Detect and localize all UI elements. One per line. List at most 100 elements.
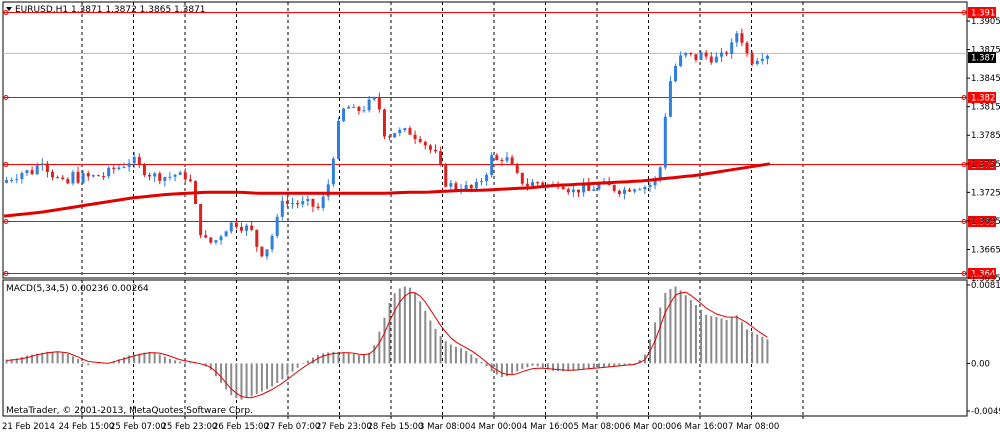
candle-body <box>745 42 749 54</box>
candle-body <box>704 52 708 57</box>
candle-body <box>709 56 713 63</box>
candle-body <box>689 52 693 55</box>
level-line-anchor[interactable] <box>961 271 967 276</box>
candle-body <box>107 167 111 177</box>
candle-body <box>679 55 683 66</box>
level-price-tag <box>968 216 996 227</box>
time-tick-label: 5 Mar 08:00 <box>574 422 625 432</box>
candle-body <box>183 172 187 180</box>
horizontal-lines[interactable]: 1.3915 1.3825 1.3755 1.3695 1.3640 <box>3 7 1000 280</box>
candle-body <box>382 109 386 137</box>
candle-body <box>750 53 754 65</box>
level-price-label: 1.3915 <box>971 9 1000 19</box>
candle-body <box>633 189 637 192</box>
candles <box>5 28 769 260</box>
candle-body <box>582 183 586 193</box>
candle-body <box>102 176 106 178</box>
candle-body <box>377 97 381 110</box>
candle-body <box>495 155 499 161</box>
candle-body <box>541 182 545 186</box>
candle-body <box>260 246 264 257</box>
candle-body <box>449 183 453 187</box>
candle-body <box>56 177 60 179</box>
candle-body <box>342 108 346 121</box>
candle-body <box>76 172 80 183</box>
candle-body <box>536 182 540 184</box>
candle-body <box>352 106 356 108</box>
price-tick-label: 1.3755 <box>971 160 1000 170</box>
time-tick-label: 28 Feb 15:00 <box>368 422 424 432</box>
candle-body <box>280 200 284 217</box>
candle-body <box>372 97 376 100</box>
level-price-tag <box>968 92 996 103</box>
candle-body <box>597 183 601 190</box>
candle-body <box>199 203 203 236</box>
level-line-anchor[interactable] <box>3 219 9 224</box>
candle-body <box>35 165 39 175</box>
candle-body <box>209 237 213 243</box>
candle-body <box>474 181 478 189</box>
level-line-anchor[interactable] <box>3 271 9 276</box>
candle-body <box>158 173 162 181</box>
time-tick-label: 4 Mar 00:00 <box>471 422 522 432</box>
candle-body <box>367 99 371 111</box>
level-price-label: 1.3640 <box>971 270 1000 280</box>
candle-body <box>61 177 65 180</box>
candle-body <box>454 183 458 191</box>
candle-body <box>714 56 718 63</box>
price-tick-label: 1.3665 <box>971 245 1000 255</box>
candle-body <box>40 163 44 166</box>
candle-body <box>423 141 427 146</box>
candle-body <box>408 128 412 135</box>
price-scale: 1.3905 1.3875 1.3845 1.3815 1.3785 1.3755 1.37… <box>967 17 1000 417</box>
candle-body <box>204 235 208 238</box>
candle-body <box>479 181 483 183</box>
level-line-anchor[interactable] <box>3 10 9 15</box>
candle-body <box>571 189 575 193</box>
candle-body <box>219 236 223 241</box>
level-line-anchor[interactable] <box>961 219 967 224</box>
time-tick-label: 21 Feb 2014 <box>2 422 55 432</box>
candle-body <box>45 163 49 172</box>
level-line-anchor[interactable] <box>961 162 967 167</box>
level-line-anchor[interactable] <box>961 95 967 100</box>
candle-body <box>561 186 565 190</box>
candle-body <box>694 54 698 60</box>
candle-body <box>531 182 535 186</box>
candle-body <box>469 184 473 189</box>
level-price-tag <box>968 159 996 170</box>
level-line-anchor[interactable] <box>3 95 9 100</box>
dropdown-arrow-icon[interactable] <box>6 7 12 11</box>
macd-pane[interactable] <box>2 279 968 417</box>
level-line-anchor[interactable] <box>3 162 9 167</box>
candle-body <box>622 189 626 194</box>
time-tick-label: 7 Mar 08:00 <box>728 422 779 432</box>
candle-body <box>674 65 678 82</box>
candle-body <box>628 189 632 192</box>
candle-body <box>30 170 34 175</box>
candle-body <box>347 106 351 109</box>
time-tick-label: 25 Feb 23:00 <box>162 422 218 432</box>
candle-body <box>663 116 667 168</box>
candle-body <box>490 155 494 175</box>
main-pane[interactable] <box>2 1 968 279</box>
chart-header: EURUSD,H1 1.3871 1.3872 1.3865 1.3871 <box>15 5 206 15</box>
candle-body <box>439 151 443 165</box>
candle-body <box>719 52 723 57</box>
candle-body <box>15 179 19 181</box>
time-tick-label: 27 Feb 07:00 <box>265 422 321 432</box>
candle-body <box>25 170 29 173</box>
candle-body <box>617 190 621 194</box>
moving-average <box>3 162 771 218</box>
candle-body <box>566 189 570 193</box>
candle-body <box>153 173 157 177</box>
candle-body <box>255 229 259 247</box>
candle-body <box>250 225 254 230</box>
candle-body <box>66 179 70 184</box>
candle-body <box>331 158 335 185</box>
level-line-anchor[interactable] <box>961 10 967 15</box>
candle-body <box>148 175 152 177</box>
